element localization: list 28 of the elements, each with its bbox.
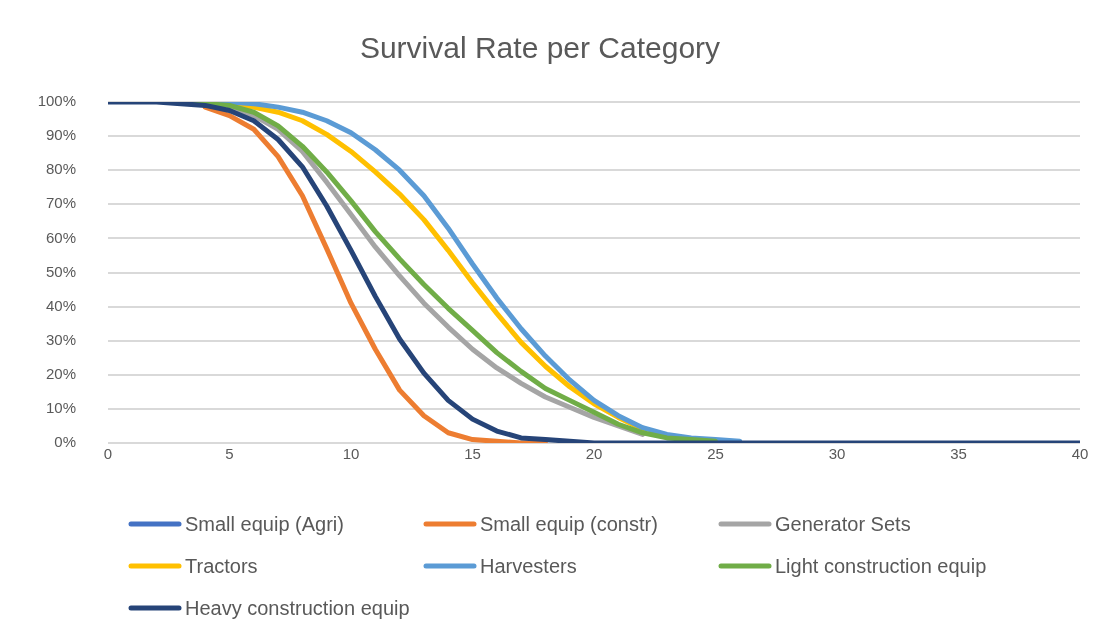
y-tick-label: 30% bbox=[45, 330, 76, 348]
y-tick-label: 90% bbox=[45, 126, 76, 144]
legend-label: Harvesters bbox=[480, 554, 577, 577]
x-tick-label: 30 bbox=[828, 445, 846, 463]
y-tick-label: 60% bbox=[45, 228, 76, 246]
chart-title: Survival Rate per Category bbox=[359, 31, 721, 65]
x-tick-label: 25 bbox=[707, 445, 724, 463]
y-tick-label: 80% bbox=[45, 160, 76, 178]
y-tick-label: 40% bbox=[45, 296, 76, 314]
legend-label: Light construction equip bbox=[775, 554, 987, 577]
legend-label: Heavy construction equip bbox=[185, 596, 410, 619]
y-tick-label: 0% bbox=[54, 433, 76, 451]
y-tick-label: 20% bbox=[45, 364, 76, 382]
y-tick-label: 10% bbox=[45, 399, 76, 417]
legend-label: Small equip (constr) bbox=[480, 512, 658, 535]
y-tick-label: 100% bbox=[37, 92, 76, 110]
x-tick-label: 0 bbox=[103, 445, 113, 463]
legend-label: Tractors bbox=[185, 554, 258, 577]
x-tick-label: 5 bbox=[225, 445, 234, 463]
x-tick-label: 40 bbox=[1071, 445, 1089, 463]
x-tick-label: 10 bbox=[342, 445, 360, 463]
x-tick-label: 15 bbox=[464, 445, 481, 463]
y-tick-label: 70% bbox=[45, 194, 76, 212]
x-tick-label: 35 bbox=[950, 445, 967, 463]
x-tick-label: 20 bbox=[585, 445, 603, 463]
y-tick-label: 50% bbox=[45, 262, 76, 280]
legend-label: Generator Sets bbox=[775, 512, 911, 535]
legend-label: Small equip (Agri) bbox=[185, 512, 344, 535]
